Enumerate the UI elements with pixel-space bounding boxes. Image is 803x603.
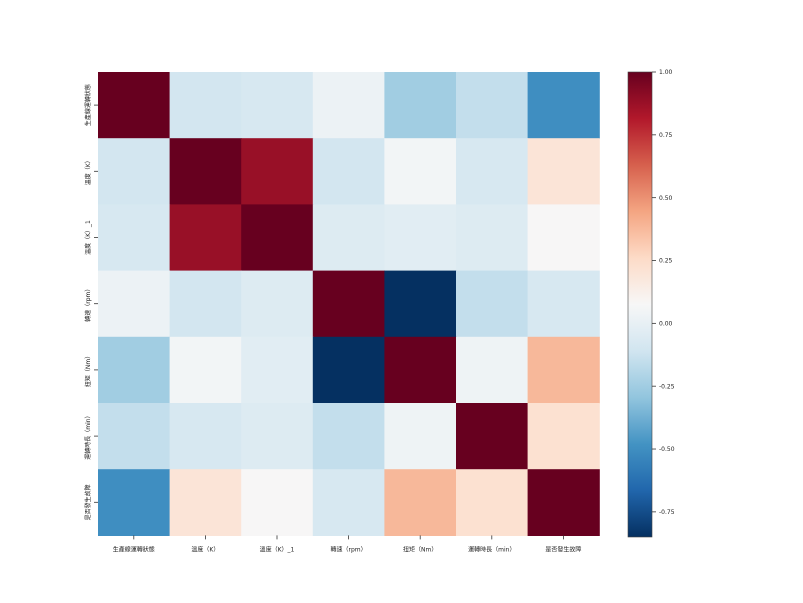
heatmap-cell-5-3 — [312, 403, 385, 470]
heatmap-cell-2-2 — [241, 204, 314, 272]
x-tick-label: 溫度（K） — [191, 545, 219, 553]
heatmap-cell-1-1 — [169, 138, 242, 205]
heatmap-cell-5-6 — [527, 403, 600, 470]
heatmap-cell-0-3 — [312, 72, 385, 139]
heatmap-cell-6-2 — [241, 469, 314, 536]
heatmap-cell-5-5 — [456, 403, 529, 470]
heatmap-cell-0-5 — [456, 72, 529, 139]
heatmap-cells — [98, 72, 600, 536]
heatmap-cell-4-4 — [384, 336, 457, 404]
heatmap-cell-2-3 — [312, 204, 385, 272]
heatmap-cell-0-2 — [241, 72, 314, 139]
colorbar-tick-label: 0.25 — [659, 258, 673, 265]
heatmap-cell-3-4 — [384, 270, 457, 338]
heatmap-cell-5-0 — [98, 403, 171, 470]
x-tick-label: 轉速（rpm） — [331, 545, 367, 553]
heatmap-cell-1-0 — [98, 138, 171, 205]
x-tick-labels: 生產線運轉狀態 溫度（K） 溫度（K）_1 轉速（rpm） 扭矩（Nm） 運轉時長（min… — [113, 535, 581, 553]
y-tick-label: 是否發生故障 — [84, 484, 92, 520]
x-tick-label: 是否發生故障 — [545, 545, 581, 553]
heatmap-cell-4-0 — [98, 336, 171, 404]
heatmap-cell-1-2 — [241, 138, 314, 205]
heatmap-cell-6-6 — [527, 469, 600, 536]
y-tick-label: 生產線運轉狀態 — [84, 84, 92, 126]
x-tick-label: 溫度（K）_1 — [260, 545, 295, 553]
y-tick-label: 溫度（K）_1 — [84, 220, 92, 255]
heatmap-cell-2-6 — [527, 204, 600, 272]
colorbar-tick-label: -0.75 — [659, 509, 675, 516]
y-tick-label: 溫度（K） — [84, 157, 92, 185]
x-tick-label: 扭矩（Nm） — [403, 545, 437, 553]
heatmap-cell-2-4 — [384, 204, 457, 272]
heatmap-cell-6-5 — [456, 469, 529, 536]
colorbar-tick-label: -0.50 — [659, 446, 675, 453]
heatmap-cell-3-2 — [241, 270, 314, 338]
colorbar: 1.00 0.75 0.50 0.25 0.00 -0.25 -0.50 -0.75 — [627, 69, 675, 538]
heatmap-cell-3-5 — [456, 270, 529, 338]
heatmap-cell-0-6 — [527, 72, 600, 139]
y-tick-label: 扭矩（Nm） — [84, 353, 92, 387]
heatmap-cell-2-1 — [169, 204, 242, 272]
heatmap-cell-4-1 — [169, 336, 242, 404]
heatmap-cell-4-5 — [456, 336, 529, 404]
colorbar-tick-label: 0.75 — [659, 132, 673, 139]
heatmap-cell-3-1 — [169, 270, 242, 338]
heatmap-cell-4-2 — [241, 336, 314, 404]
heatmap-cell-5-4 — [384, 403, 457, 470]
heatmap-cell-1-3 — [312, 138, 385, 205]
colorbar-tick-label: 1.00 — [659, 69, 673, 76]
heatmap-cell-6-0 — [98, 469, 171, 536]
heatmap-cell-1-6 — [527, 138, 600, 205]
heatmap-cell-4-6 — [527, 336, 600, 404]
heatmap-cell-6-4 — [384, 469, 457, 536]
heatmap-cell-0-1 — [169, 72, 242, 139]
heatmap-cell-6-3 — [312, 469, 385, 536]
heatmap-cell-1-4 — [384, 138, 457, 205]
colorbar-tick-label: 0.50 — [659, 195, 673, 202]
heatmap-cell-2-5 — [456, 204, 529, 272]
heatmap-cell-5-2 — [241, 403, 314, 470]
heatmap-cell-0-4 — [384, 72, 457, 139]
heatmap-cell-3-0 — [98, 270, 171, 338]
heatmap-cell-5-1 — [169, 403, 242, 470]
colorbar-frame — [627, 71, 653, 538]
heatmap-cell-3-3 — [312, 270, 385, 338]
x-tick-label: 運轉時長（min） — [468, 545, 515, 553]
heatmap-cell-0-0 — [98, 72, 171, 139]
colorbar-strip — [628, 72, 652, 537]
heatmap-cell-6-1 — [169, 469, 242, 536]
colorbar-tick-label: 0.00 — [659, 321, 673, 328]
y-tick-label: 轉速（rpm） — [84, 286, 92, 322]
heatmap-cell-3-6 — [527, 270, 600, 338]
x-tick-label: 生產線運轉狀態 — [113, 545, 155, 553]
heatmap-cell-4-3 — [312, 336, 385, 404]
y-tick-label: 運轉時長（min） — [84, 412, 92, 459]
heatmap-cell-2-0 — [98, 204, 171, 272]
heatmap-cell-1-5 — [456, 138, 529, 205]
colorbar-tick-label: -0.25 — [659, 383, 675, 390]
